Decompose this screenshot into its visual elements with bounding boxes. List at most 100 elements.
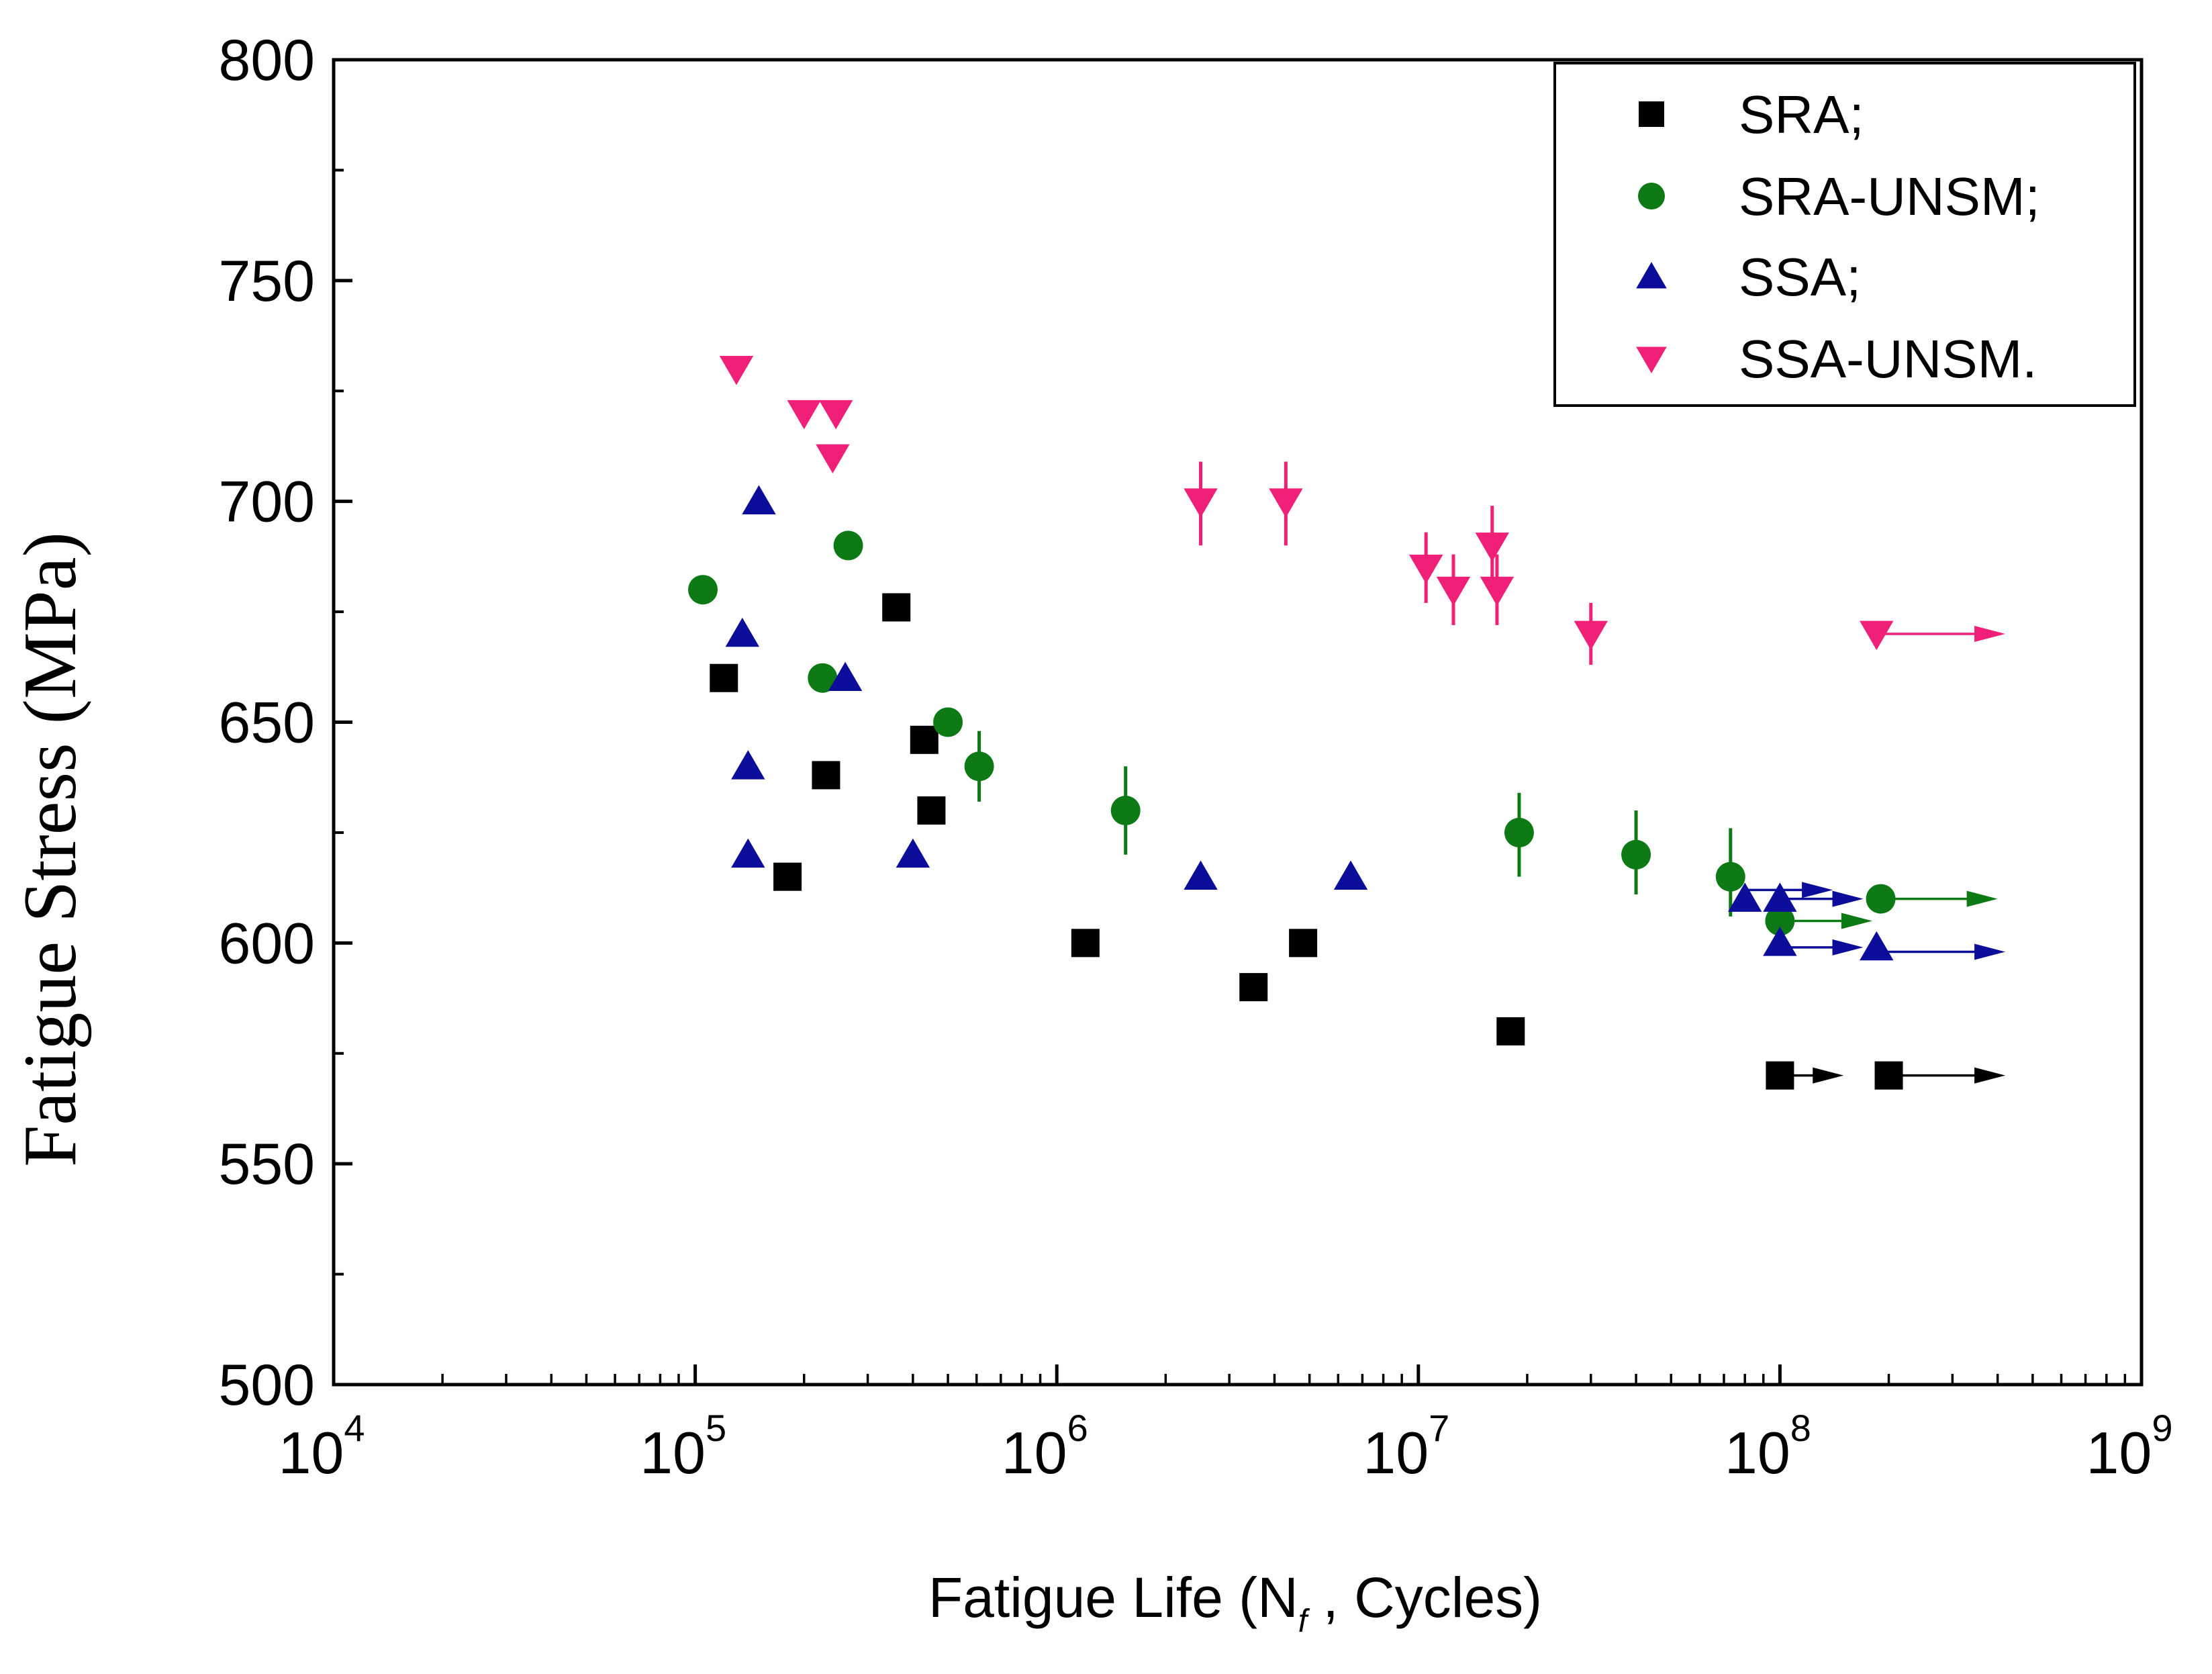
data-point [1765, 906, 1795, 936]
x-tick-exponent: 7 [1429, 1407, 1449, 1449]
x-tick-base: 10 [278, 1420, 344, 1486]
data-point [719, 356, 754, 385]
legend-marker [1639, 101, 1664, 127]
legend-entry-label: SSA-UNSM. [1739, 329, 2037, 389]
data-point [1184, 860, 1218, 890]
runout-arrow-head [1974, 943, 2006, 960]
x-tick-exponent: 5 [706, 1407, 726, 1449]
plot-area [332, 58, 2144, 1387]
x-tick-base: 10 [1363, 1420, 1429, 1486]
data-point [773, 862, 802, 891]
y-axis: 500 550 600 650 700 750 800 [219, 28, 352, 1417]
x-axis: 104 105 106 107 108 109 [278, 1364, 2173, 1486]
data-point [1866, 884, 1896, 914]
runout-arrow-head [1966, 890, 1998, 907]
legend-entry-label: SSA; [1739, 247, 1861, 307]
data-point [1874, 1061, 1903, 1090]
data-point [1574, 620, 1608, 651]
y-tick-label: 500 [219, 1353, 316, 1417]
legend-marker [1636, 262, 1667, 289]
x-tick-label: 109 [2086, 1407, 2172, 1486]
data-point [787, 400, 821, 430]
data-point [1480, 576, 1514, 606]
data-point [917, 796, 946, 825]
data-point [742, 485, 776, 514]
x-tick-base: 10 [640, 1420, 706, 1486]
x-tick-label: 108 [1725, 1407, 1811, 1486]
runout-arrow-head [1802, 882, 1833, 898]
runout-arrow-head [1974, 625, 2006, 642]
data-point [1496, 1017, 1525, 1045]
runout-arrow-head [1841, 913, 1872, 929]
data-point [816, 444, 850, 474]
data-point [1621, 839, 1651, 870]
y-tick-label: 600 [219, 911, 316, 976]
y-tick-label: 550 [219, 1132, 316, 1197]
x-tick-label: 107 [1363, 1407, 1449, 1486]
x-tick-exponent: 9 [2152, 1407, 2172, 1449]
data-point [828, 661, 863, 692]
data-point [1728, 882, 1762, 912]
data-point [1766, 1061, 1794, 1090]
data-point [731, 750, 765, 780]
data-point [1763, 927, 1797, 956]
data-point [882, 593, 911, 622]
legend: SRA; SRA-UNSM; SSA; SSA-UNSM. [1553, 62, 2136, 407]
data-point [910, 725, 939, 754]
legend-marker [1638, 183, 1665, 210]
x-axis-label-suffix: , Cycles) [1307, 1566, 1542, 1629]
runout-arrow-head [1974, 1067, 2006, 1084]
x-tick-exponent: 4 [344, 1407, 365, 1449]
legend-entry-label: SRA; [1739, 85, 1864, 144]
data-point [819, 400, 853, 430]
data-point [1860, 931, 1894, 961]
legend-marker [1636, 346, 1667, 373]
data-point [1071, 929, 1100, 958]
y-tick-label: 700 [219, 470, 316, 534]
data-point [896, 838, 930, 868]
data-point [1436, 576, 1471, 606]
x-tick-exponent: 8 [1790, 1407, 1811, 1449]
data-point [833, 530, 863, 561]
x-tick-exponent: 6 [1067, 1407, 1088, 1449]
data-point [688, 575, 718, 605]
data-point [710, 663, 738, 692]
y-tick-label: 650 [219, 691, 316, 755]
y-axis-label: Fatigue Stress (MPa) [9, 532, 92, 1167]
x-tick-label: 106 [1002, 1407, 1088, 1486]
data-point [731, 838, 765, 868]
data-point [1184, 488, 1218, 518]
series-3 [725, 485, 2006, 961]
series-2 [688, 530, 1998, 936]
data-point [812, 761, 840, 790]
y-tick-label: 750 [219, 249, 316, 314]
legend-entry-label: SRA-UNSM; [1739, 167, 2040, 226]
data-point [933, 707, 963, 737]
x-axis-label: Fatigue Life (Nf , Cycles) [928, 1566, 1542, 1639]
x-tick-base: 10 [2086, 1420, 2152, 1486]
data-point [1763, 882, 1797, 912]
y-tick-label: 800 [219, 28, 316, 93]
data-point [1409, 554, 1443, 584]
runout-arrow-head [1813, 1067, 1844, 1084]
x-tick-base: 10 [1002, 1420, 1067, 1486]
data-point [1333, 860, 1368, 890]
data-point [1860, 620, 1894, 651]
series-1 [710, 593, 2006, 1090]
data-point [808, 663, 838, 693]
data-point [1289, 929, 1318, 958]
x-tick-label: 104 [278, 1407, 365, 1486]
x-tick-label: 105 [640, 1407, 726, 1486]
runout-arrow-head [1832, 939, 1864, 956]
data-point [964, 751, 994, 782]
data-point [1475, 532, 1509, 562]
data-point [725, 617, 759, 647]
data-point [1239, 973, 1268, 1002]
data-point [1110, 796, 1141, 826]
data-point [1269, 488, 1303, 518]
x-tick-base: 10 [1725, 1420, 1790, 1486]
data-point [1715, 862, 1745, 892]
runout-arrow-head [1832, 890, 1864, 907]
data-point [1504, 817, 1534, 847]
